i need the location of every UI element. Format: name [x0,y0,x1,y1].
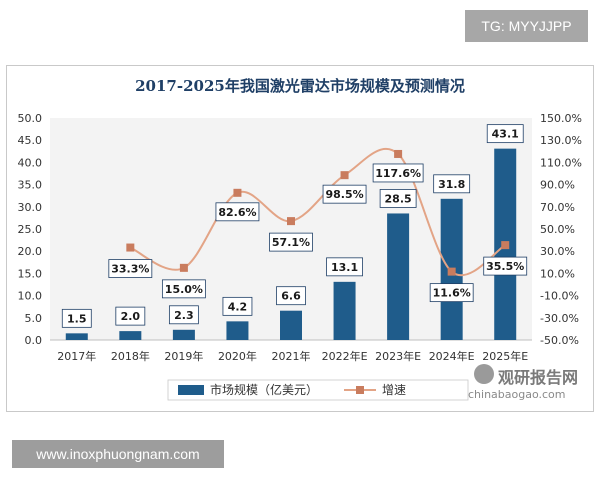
y-right-tick-label: -50.0% [540,334,579,347]
bar-label-box [115,306,146,326]
y-right-tick-label: 130.0% [540,134,582,147]
bar [387,213,410,340]
y-left-tick-label: 10.0 [18,290,43,303]
growth-label-box [269,232,313,252]
growth-label-box [161,279,206,299]
y-left-tick-label: 15.0 [18,267,43,280]
watermark-bottom: www.inoxphuongnam.com [12,440,224,468]
bar-label-box [379,189,417,208]
y-right-tick-label: 10.0% [540,267,575,280]
y-right-tick-label: 50.0% [540,223,575,236]
growth-marker [179,263,188,272]
bar-value-label: 31.8 [438,178,465,191]
chart-title: 2017-2025年我国激光雷达市场规模及预测情况 [135,77,465,95]
growth-marker [287,217,295,226]
y-left-tick-label: 50.0 [18,112,43,125]
growth-marker [501,241,510,250]
bar-label-box [326,257,363,277]
bar-label-box [168,305,199,325]
growth-value-label: 33.3% [111,263,149,276]
legend-bar-swatch [178,385,204,395]
growth-label-box [322,184,367,204]
growth-marker [340,171,349,180]
growth-value-label: 11.6% [433,287,471,300]
legend: 市场规模（亿美元） 增速 [167,379,469,401]
brand-name-cn: 观研报告网 [498,368,579,387]
bars-layer [65,148,517,340]
x-tick-label: 2018年 [111,349,150,363]
growth-label-box [215,202,260,222]
y-left-tick-label: 25.0 [18,223,43,236]
growth-value-label: 57.1% [272,236,310,249]
y-right-tick-label: -10.0% [540,290,579,303]
bar [65,333,88,340]
x-tick-label: 2024年E [429,349,475,363]
data-labels-layer: 1.5 2.0 2.3 4.2 6.6 13.1 28.5 31.8 43.1 33.3% 15.0… [61,124,528,328]
bar [119,331,142,340]
y-right-tick-label: 150.0% [540,112,582,125]
y-left-tick-label: 20.0 [18,245,43,258]
y-left-tick-label: 40.0 [18,156,43,169]
watermark-top: TG: MYYJJPP [465,10,588,42]
legend-box [167,379,469,401]
bar-value-label: 2.3 [174,309,194,322]
growth-marker [447,267,456,276]
growth-value-label: 117.6% [375,167,421,180]
bar [333,281,356,340]
growth-label-box [429,283,474,303]
growth-label-box [108,259,153,278]
growth-label-box [372,163,424,183]
bar-value-label: 6.6 [281,290,301,303]
y-left-tick-label: 5.0 [25,312,43,325]
brand-watermark: 观研报告网 chinabaogao.com [468,362,588,406]
x-tick-label: 2020年 [218,349,257,363]
y-left-tick-label: 0.0 [25,334,43,347]
y-right-tick-label: -30.0% [540,312,579,325]
growth-label-box [483,256,528,276]
legend-line-marker [356,386,364,394]
bar-label-box [222,296,253,316]
bar-label-box [61,308,92,328]
bar-label-box [433,174,471,194]
legend-bar-label: 市场规模（亿美元） [210,382,318,397]
y-right-tick-label: 110.0% [540,156,582,169]
growth-value-label: 15.0% [165,283,203,296]
bar-value-label: 28.5 [385,192,412,205]
y-left-tick-label: 35.0 [18,179,43,192]
bar-value-label: 1.5 [67,312,87,325]
bar-value-label: 4.2 [228,300,248,313]
y-right-tick-label: 90.0% [540,179,575,192]
legend-line-label: 增速 [382,383,406,397]
growth-value-label: 82.6% [218,206,256,219]
bar [226,321,249,340]
growth-marker [233,188,242,197]
growth-value-label: 35.5% [486,260,524,273]
x-tick-label: 2023年E [375,349,421,363]
bar-label-box [276,286,306,306]
y-right-tick-label: 30.0% [540,245,575,258]
bar-value-label: 43.1 [492,128,519,141]
bar-value-label: 2.0 [121,310,141,323]
y-left-tick-label: 45.0 [18,134,43,147]
x-tick-label: 2021年 [272,349,311,363]
x-tick-label: 2019年 [164,349,203,363]
x-tick-label: 2025年E [482,349,528,363]
brand-logo-icon [474,364,494,384]
growth-line [129,147,506,276]
growth-marker [126,243,135,252]
growth-value-label: 98.5% [325,188,363,201]
y-left-tick-label: 30.0 [18,201,43,214]
growth-marker [394,149,403,158]
x-tick-label: 2017年 [57,349,96,363]
growth-line-layer [126,147,510,276]
bar-value-label: 13.1 [331,261,358,274]
bar [172,329,195,340]
bar-label-box [486,124,524,144]
brand-name-en: chinabaogao.com [468,388,566,401]
bar [280,310,302,340]
y-right-tick-label: 70.0% [540,201,575,214]
x-tick-label: 2022年E [322,349,368,363]
